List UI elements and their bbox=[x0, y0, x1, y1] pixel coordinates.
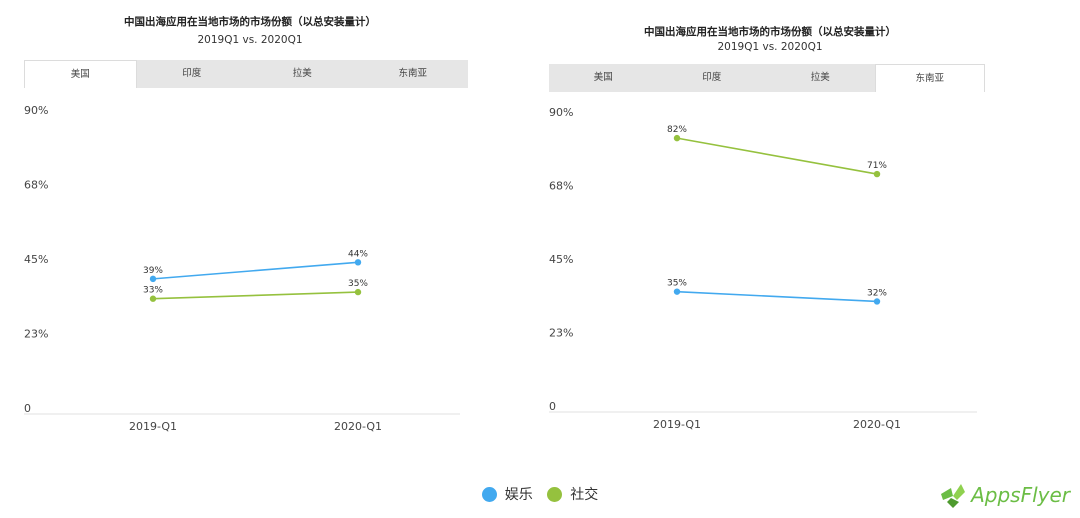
left-tab-india[interactable]: 印度 bbox=[182, 68, 202, 79]
left-line-chart: 90% 68% 45% 23% 0 2019-Q1 2020-Q1 39% 44% 33% 35% bbox=[24, 104, 460, 433]
left-tab-us[interactable]: 美国 bbox=[24, 60, 137, 88]
right-region-tabs: 美国 印度 拉美 东南亚 bbox=[549, 64, 985, 92]
data-point-social bbox=[149, 295, 157, 302]
data-label-social: 35% bbox=[348, 279, 368, 289]
y-tick-label: 45% bbox=[549, 253, 573, 266]
legend-label-entertainment: 娱乐 bbox=[504, 487, 533, 503]
y-tick-label: 90% bbox=[24, 104, 48, 117]
right-tab-india[interactable]: 印度 bbox=[702, 72, 722, 83]
y-tick-label: 0 bbox=[549, 400, 556, 413]
legend-item-entertainment[interactable]: 娱乐 bbox=[481, 484, 533, 504]
right-line-chart: 90% 68% 45% 23% 0 2019-Q1 2020-Q1 35% 32% 82% 71% bbox=[549, 106, 977, 431]
left-tab-sea[interactable]: 东南亚 bbox=[398, 68, 427, 79]
legend: 娱乐 社交 bbox=[0, 484, 1080, 506]
data-point-entertainment bbox=[873, 298, 881, 305]
right-tab-latam[interactable]: 拉美 bbox=[810, 72, 830, 83]
data-label-entertainment: 39% bbox=[143, 266, 163, 276]
data-label-entertainment: 32% bbox=[867, 288, 887, 298]
y-tick-label: 23% bbox=[24, 328, 48, 341]
legend-label-social: 社交 bbox=[570, 487, 599, 503]
x-tick-label: 2020-Q1 bbox=[334, 420, 382, 433]
series-line-social bbox=[152, 291, 359, 300]
y-tick-label: 68% bbox=[549, 180, 573, 193]
series-line-social bbox=[676, 137, 878, 175]
right-chart-subtitle: 2019Q1 vs. 2020Q1 bbox=[717, 41, 823, 53]
right-tab-us[interactable]: 美国 bbox=[593, 72, 613, 83]
data-label-entertainment: 44% bbox=[348, 249, 368, 259]
left-chart-subtitle: 2019Q1 vs. 2020Q1 bbox=[197, 34, 303, 46]
data-label-social: 33% bbox=[143, 286, 163, 296]
appsflyer-logo-text: AppsFlyer bbox=[971, 483, 1070, 507]
left-chart-title: 中国出海应用在当地市场的市场份额（以总安装量计） bbox=[124, 16, 376, 28]
x-tick-label: 2019-Q1 bbox=[129, 420, 177, 433]
series-line-entertainment bbox=[676, 290, 878, 303]
data-point-entertainment bbox=[673, 288, 681, 295]
data-point-social bbox=[354, 288, 362, 296]
left-region-tabs: 美国 印度 拉美 东南亚 bbox=[24, 60, 468, 88]
left-tab-latam[interactable]: 拉美 bbox=[292, 68, 312, 79]
appsflyer-logo-icon bbox=[941, 484, 966, 508]
data-point-social bbox=[873, 170, 881, 178]
x-tick-label: 2019-Q1 bbox=[653, 418, 701, 431]
y-tick-label: 90% bbox=[549, 106, 573, 119]
y-tick-label: 23% bbox=[549, 327, 573, 340]
data-point-entertainment bbox=[354, 259, 362, 266]
series-line-entertainment bbox=[152, 261, 359, 280]
x-tick-label: 2020-Q1 bbox=[853, 418, 901, 431]
y-tick-label: 68% bbox=[24, 179, 48, 192]
appsflyer-logo: AppsFlyer bbox=[939, 482, 1070, 508]
y-tick-label: 45% bbox=[24, 253, 48, 266]
right-chart-panel: 中国出海应用在当地市场的市场份额（以总安装量计） 2019Q1 vs. 2020… bbox=[525, 0, 1080, 470]
right-tab-sea[interactable]: 东南亚 bbox=[874, 64, 985, 92]
data-point-entertainment bbox=[149, 275, 157, 283]
legend-item-social[interactable]: 社交 bbox=[547, 484, 598, 504]
data-label-social: 82% bbox=[667, 125, 687, 135]
legend-dot-social bbox=[547, 486, 563, 502]
left-chart-panel: 中国出海应用在当地市场的市场份额（以总安装量计） 2019Q1 vs. 2020… bbox=[0, 0, 540, 470]
data-label-social: 71% bbox=[867, 161, 887, 171]
data-point-social bbox=[673, 134, 681, 142]
data-label-entertainment: 35% bbox=[667, 279, 687, 289]
y-tick-label: 0 bbox=[24, 402, 31, 415]
legend-dot-entertainment bbox=[481, 486, 497, 502]
right-chart-title: 中国出海应用在当地市场的市场份额（以总安装量计） bbox=[644, 26, 896, 38]
